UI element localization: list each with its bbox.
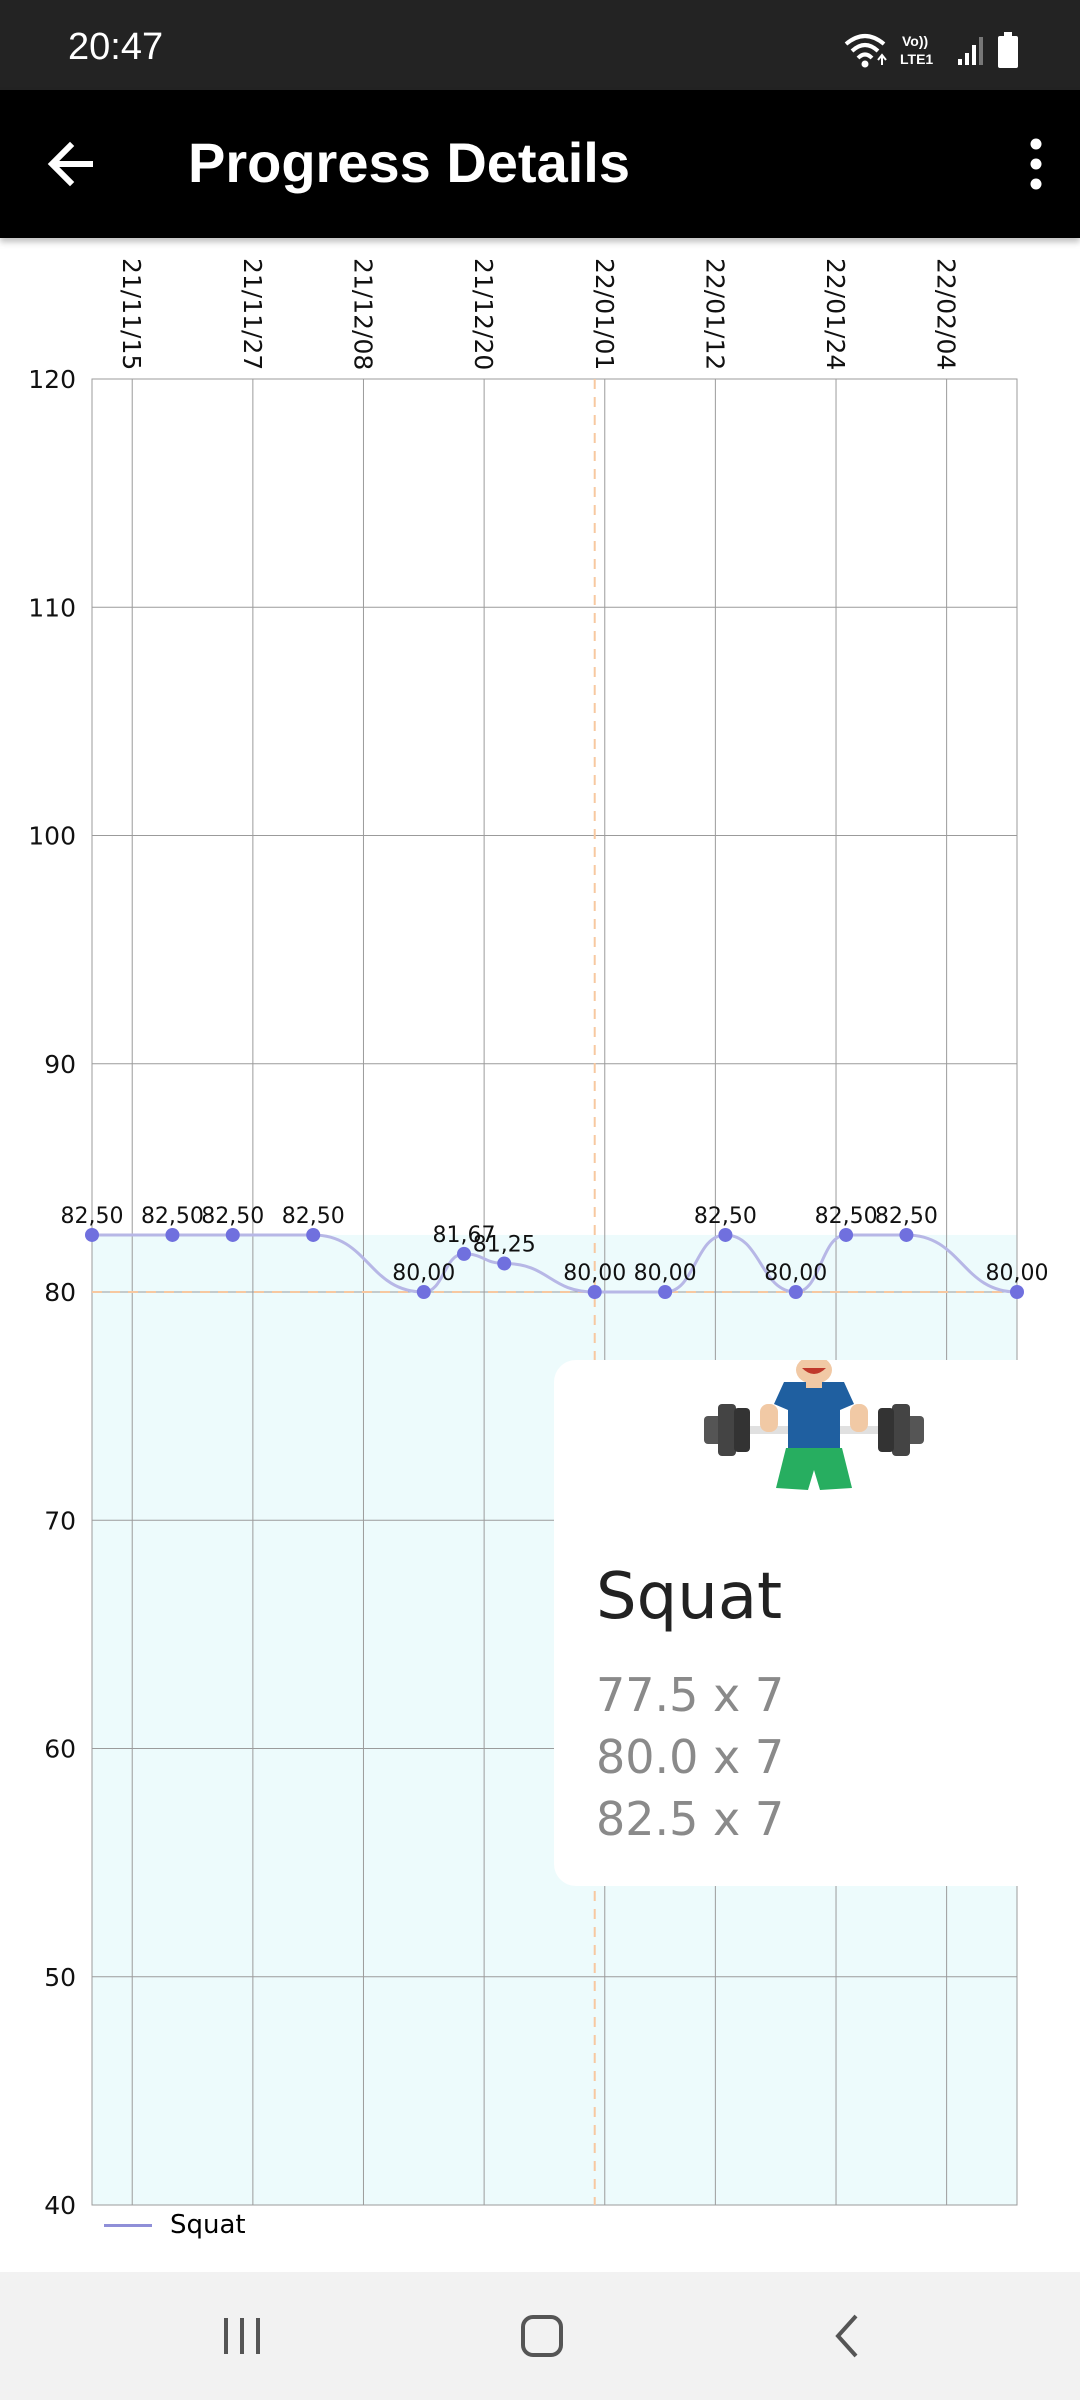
set-item: 77.5 x 7	[596, 1668, 785, 1722]
data-point	[85, 1227, 99, 1242]
data-point	[497, 1256, 512, 1271]
nav-back-icon[interactable]	[818, 2306, 878, 2366]
y-tick-label: 70	[44, 1506, 76, 1535]
data-point	[839, 1227, 854, 1242]
status-bar: 20:47 Vo)) LTE1	[0, 0, 1080, 90]
x-tick-label: 21/12/20	[469, 258, 498, 370]
data-point	[165, 1227, 180, 1242]
y-tick-label: 40	[44, 2191, 76, 2220]
legend-line-swatch	[104, 2223, 152, 2227]
chart-svg: 40 50 60 70 80 90 100 110 120 21/11/15 21/11/27 21/…	[28, 258, 1049, 2220]
data-label: 81,67	[433, 1223, 496, 1248]
data-point	[306, 1227, 321, 1242]
data-point	[416, 1285, 431, 1299]
data-label: 80,00	[634, 1261, 697, 1286]
x-tick-label: 21/12/08	[348, 258, 377, 370]
chart-legend: Squat	[104, 2210, 246, 2240]
wifi-icon	[844, 34, 887, 68]
y-tick-label: 60	[44, 1735, 76, 1764]
x-tick-label: 22/01/12	[700, 258, 729, 370]
legend-label: Squat	[170, 2210, 246, 2240]
weightlifter-icon	[704, 1360, 924, 1490]
data-label: 80,00	[986, 1261, 1049, 1286]
data-point	[788, 1285, 803, 1299]
page-title: Progress Details	[188, 131, 630, 194]
data-point	[658, 1285, 673, 1299]
data-point	[457, 1246, 472, 1261]
status-time: 20:47	[68, 26, 164, 68]
x-tick-label: 22/02/04	[932, 258, 961, 370]
exercise-title: Squat	[596, 1560, 783, 1634]
status-icons: Vo)) LTE1	[842, 30, 1020, 70]
data-label: 80,00	[764, 1261, 827, 1286]
data-label: 82,50	[694, 1204, 757, 1229]
network-label-top: Vo))	[902, 33, 928, 49]
y-tick-label: 90	[44, 1050, 76, 1079]
set-item: 82.5 x 7	[596, 1792, 785, 1846]
y-tick-label: 120	[28, 365, 76, 394]
set-item: 80.0 x 7	[596, 1730, 785, 1784]
back-arrow-icon[interactable]	[40, 132, 104, 196]
data-point	[718, 1227, 733, 1242]
x-tick-label: 21/11/15	[117, 258, 146, 370]
data-point	[587, 1285, 602, 1299]
app-bar: Progress Details	[0, 90, 1080, 238]
data-label: 82,50	[282, 1204, 345, 1229]
y-tick-label: 80	[44, 1278, 76, 1307]
data-label: 82,50	[141, 1204, 204, 1229]
exercise-sets-list: 77.5 x 7 80.0 x 7 82.5 x 7	[596, 1664, 784, 1850]
data-label: 82,50	[61, 1204, 124, 1229]
recent-apps-icon[interactable]	[212, 2306, 272, 2366]
data-point	[1010, 1285, 1024, 1299]
data-label: 80,00	[392, 1261, 455, 1286]
network-type-icon: Vo)) LTE1	[900, 33, 933, 67]
y-tick-label: 50	[44, 1963, 76, 1992]
more-options-icon[interactable]	[1014, 132, 1058, 196]
data-label: 82,50	[875, 1204, 938, 1229]
data-label: 82,50	[815, 1204, 878, 1229]
network-label-bottom: LTE1	[900, 51, 933, 67]
progress-chart: 40 50 60 70 80 90 100 110 120 21/11/15 21/11/27 21/…	[0, 238, 1080, 2272]
exercise-info-card[interactable]: Squat 77.5 x 7 80.0 x 7 82.5 x 7	[554, 1360, 1080, 1886]
data-label: 81,25	[473, 1232, 536, 1257]
data-point	[899, 1227, 914, 1242]
y-tick-label: 110	[28, 593, 76, 622]
data-label: 82,50	[201, 1204, 264, 1229]
y-tick-label: 100	[28, 822, 76, 851]
x-tick-label: 21/11/27	[238, 258, 267, 370]
data-label: 80,00	[563, 1261, 626, 1286]
x-tick-label: 22/01/01	[590, 258, 619, 370]
home-icon[interactable]	[512, 2306, 572, 2366]
system-nav-bar	[0, 2272, 1080, 2400]
x-tick-label: 22/01/24	[821, 258, 850, 370]
data-point	[225, 1227, 240, 1242]
signal-icon	[958, 37, 983, 65]
battery-icon	[998, 32, 1018, 68]
